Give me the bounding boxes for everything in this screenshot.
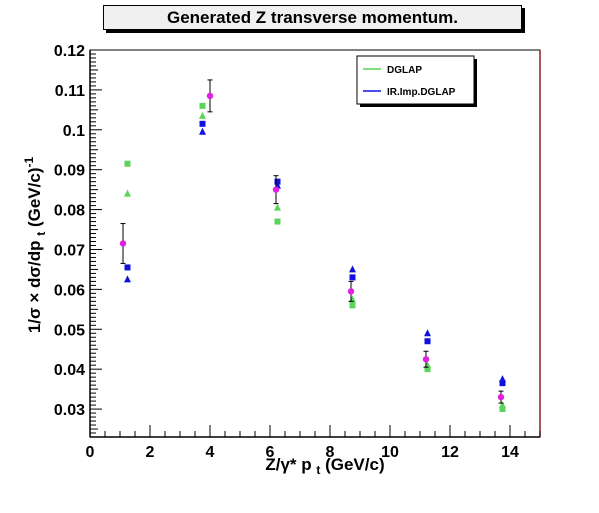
ir-imp-dglap-triangle-point [124, 275, 131, 283]
ir-imp-dglap-triangle-point [199, 127, 206, 135]
dglap-square-point [124, 160, 131, 167]
legend-label: DGLAP [387, 65, 422, 76]
x-tick-label: 8 [326, 444, 335, 461]
ir-imp-dglap-triangle-point [499, 375, 506, 383]
y-tick-label: 0.1 [63, 123, 85, 140]
dglap-square-point [274, 218, 281, 225]
dglap-triangle-point [199, 111, 206, 119]
x-axis-label: Z/γ* p t (GeV/c) [265, 455, 384, 477]
dglap-triangle-point [124, 189, 131, 197]
dglap-square-point [499, 406, 506, 413]
legend-box [356, 55, 475, 105]
dglap-triangle-point [499, 401, 506, 409]
y-tick-label: 0.11 [55, 83, 85, 100]
x-tick-label: 12 [441, 444, 459, 461]
ir-imp-dglap-square-point [499, 380, 506, 387]
x-tick-label: 2 [146, 444, 155, 461]
data-circle-point [119, 240, 127, 247]
ir-imp-dglap-square-point [124, 264, 131, 271]
x-tick-label: 14 [501, 444, 519, 461]
x-tick-label: 0 [86, 444, 95, 461]
legend-label: IR.Imp.DGLAP [387, 87, 456, 98]
data-circle-point [497, 393, 505, 401]
y-tick-label: 0.06 [54, 282, 85, 299]
ir-imp-dglap-square-point [349, 274, 356, 281]
y-tick-label: 0.09 [54, 163, 85, 180]
chart-title-box: Generated Z transverse momentum. [103, 5, 522, 30]
x-tick-label: 6 [266, 444, 275, 461]
ir-imp-dglap-square-point [199, 120, 206, 127]
data-circle-point [206, 92, 214, 100]
ir-imp-dglap-triangle-point [349, 265, 356, 273]
y-tick-label: 0.04 [54, 362, 85, 379]
y-tick-label: 0.12 [54, 43, 85, 60]
plot-frame [89, 49, 541, 438]
ir-imp-dglap-triangle-point [424, 329, 431, 337]
y-tick-label: 0.07 [54, 242, 85, 259]
dglap-square-point [349, 302, 356, 309]
data-circle-point [272, 186, 280, 193]
y-tick-label: 0.08 [54, 203, 85, 220]
ir-imp-dglap-square-point [424, 338, 431, 345]
data-circle-point [422, 356, 430, 363]
chart-title: Generated Z transverse momentum. [167, 7, 458, 27]
dglap-square-point [424, 366, 431, 373]
y-tick-label: 0.03 [54, 402, 85, 419]
dglap-square-point [199, 102, 206, 109]
y-tick-label: 0.05 [54, 322, 85, 339]
x-tick-label: 10 [381, 444, 399, 461]
x-tick-label: 4 [206, 444, 215, 461]
y-axis-label: 1/σ × dσ/dp t (GeV/c)-1 [22, 157, 48, 334]
dglap-triangle-point [274, 203, 281, 211]
data-circle-point [347, 288, 355, 295]
